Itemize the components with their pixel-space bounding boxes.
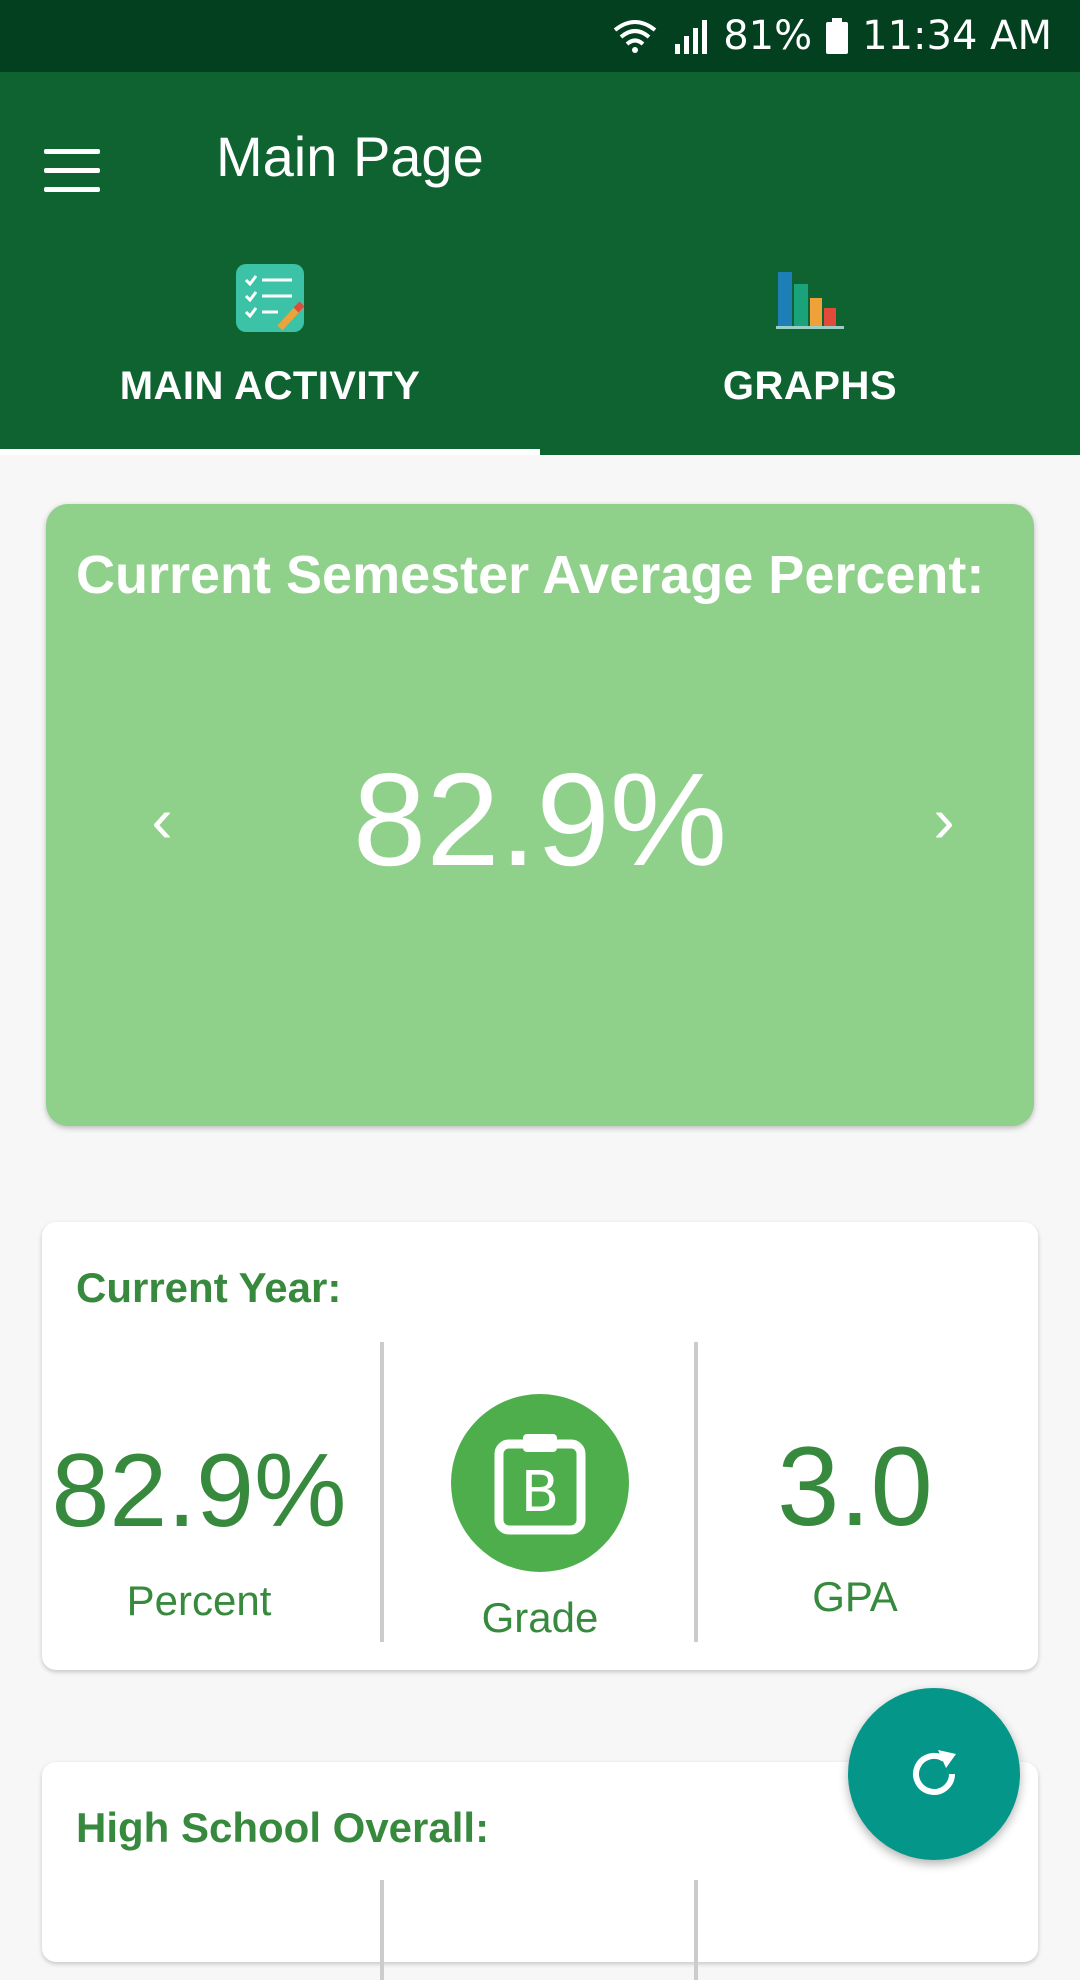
gpa-column: 3.0 GPA (698, 1422, 1012, 1621)
tab-label: MAIN ACTIVITY (119, 364, 421, 408)
app-bar: Main Page MAIN ACTIVITY GRAPHS (0, 72, 1080, 455)
tab-label: GRAPHS (722, 364, 898, 408)
grade-column: B Grade (383, 1394, 697, 1642)
grade-label: Grade (481, 1594, 599, 1641)
percent-column: 82.9% Percent (42, 1432, 356, 1625)
grade-badge-icon: B (451, 1394, 629, 1572)
divider (380, 1342, 384, 1642)
wifi-icon (611, 16, 659, 56)
gpa-label: GPA (812, 1573, 898, 1620)
battery-percent: 81% (723, 13, 813, 59)
semester-average-value: 82.9% (352, 746, 728, 893)
current-year-card: Current Year: 82.9% Percent B Grade 3.0 … (42, 1222, 1038, 1670)
page-title: Main Page (216, 125, 484, 188)
gpa-value: 3.0 (777, 1424, 933, 1549)
grade-letter: B (521, 1460, 559, 1525)
semester-average-card: Current Semester Average Percent: ‹ 82.9… (46, 504, 1034, 1126)
tab-graphs[interactable]: GRAPHS (540, 262, 1080, 455)
current-year-title: Current Year: (76, 1264, 342, 1311)
chevron-right-icon[interactable]: › (933, 784, 955, 856)
tab-main-activity[interactable]: MAIN ACTIVITY (0, 262, 540, 455)
percent-value: 82.9% (51, 1433, 347, 1549)
clock: 11:34 AM (862, 13, 1052, 59)
semester-card-title: Current Semester Average Percent: (76, 545, 985, 605)
tab-indicator (0, 449, 540, 455)
signal-icon (671, 16, 711, 56)
percent-label: Percent (126, 1577, 272, 1624)
high-school-title: High School Overall: (76, 1804, 490, 1851)
checklist-icon (236, 264, 305, 332)
battery-icon (824, 16, 850, 56)
divider (694, 1880, 698, 1980)
bar-chart-icon (776, 272, 844, 329)
chevron-left-icon[interactable]: ‹ (151, 784, 173, 856)
status-bar: 81% 11:34 AM (0, 0, 1080, 72)
refresh-icon (913, 1750, 956, 1795)
menu-icon[interactable] (44, 130, 124, 210)
refresh-button[interactable] (848, 1688, 1020, 1860)
divider (380, 1880, 384, 1980)
divider (694, 1342, 698, 1642)
